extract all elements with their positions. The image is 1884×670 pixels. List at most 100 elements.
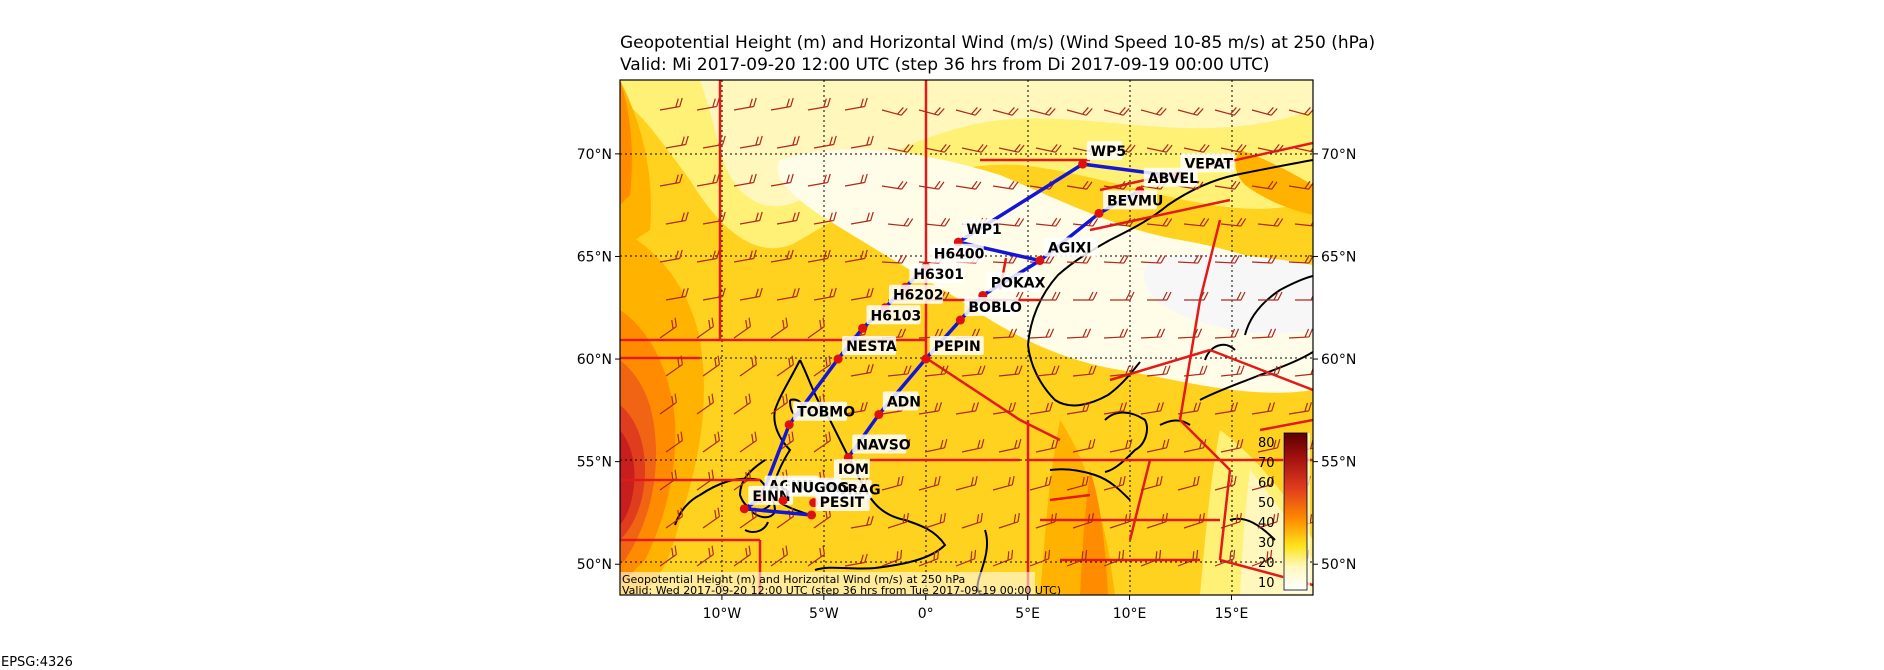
wind-barb bbox=[918, 549, 940, 567]
waypoint-label-box bbox=[787, 477, 842, 497]
wind-barb bbox=[850, 135, 874, 149]
waypoint-marker[interactable] bbox=[858, 323, 868, 333]
wind-barb bbox=[1294, 217, 1313, 227]
wind-barb bbox=[1183, 439, 1207, 453]
waypoint-marker[interactable] bbox=[921, 354, 931, 364]
lat-tick-label-left: 60°N bbox=[577, 352, 612, 368]
waypoint-marker[interactable] bbox=[1094, 208, 1104, 218]
wind-barb bbox=[1177, 254, 1203, 264]
wind-barb bbox=[1035, 365, 1060, 377]
lon-tick-label: 10°W bbox=[703, 606, 742, 622]
wind-barb bbox=[739, 135, 763, 149]
wind-barb bbox=[1214, 107, 1241, 116]
waypoint-marker[interactable] bbox=[739, 504, 749, 514]
wind-barb bbox=[1140, 328, 1166, 339]
wind-barb bbox=[881, 180, 908, 190]
waypoint-marker[interactable] bbox=[1035, 256, 1045, 266]
wind-barb bbox=[813, 135, 837, 149]
wind-barb bbox=[961, 439, 985, 453]
waypoint-label-box bbox=[964, 297, 1019, 317]
wind-barb bbox=[961, 143, 988, 153]
wind-barb bbox=[813, 287, 837, 301]
wind-barb bbox=[1103, 107, 1130, 116]
wind-barb bbox=[1109, 217, 1136, 227]
wind-barb bbox=[1035, 512, 1057, 529]
wind-barb bbox=[813, 355, 831, 377]
wind-barb bbox=[1177, 328, 1203, 339]
waypoint-marker[interactable] bbox=[778, 496, 788, 506]
colorbar: 80 70 60 50 40 30 20 10 bbox=[1258, 432, 1310, 593]
wind-barb bbox=[844, 249, 868, 263]
wind-barb bbox=[1029, 107, 1056, 116]
wind-barb bbox=[887, 217, 914, 227]
wind-barb bbox=[1066, 402, 1091, 415]
waypoint-label-box bbox=[815, 491, 870, 511]
waypoint-label-box bbox=[833, 459, 870, 479]
wind-barb bbox=[1066, 549, 1088, 567]
colorbar-tick: 40 bbox=[1258, 516, 1275, 531]
waypoint-label: ABVEL bbox=[1148, 171, 1198, 187]
wind-barb bbox=[955, 475, 978, 491]
wind-barb bbox=[776, 287, 800, 301]
wind-barb bbox=[881, 475, 904, 491]
wind-barb bbox=[918, 402, 943, 415]
wind-barb bbox=[776, 355, 794, 377]
waypoint-marker[interactable] bbox=[807, 510, 817, 520]
wind-barb bbox=[696, 393, 714, 415]
wind-barb bbox=[887, 143, 914, 153]
colorbar-ramp bbox=[1283, 432, 1308, 591]
wind-barb bbox=[696, 97, 720, 111]
waypoint-label-box bbox=[882, 391, 919, 411]
wind-barb bbox=[998, 143, 1025, 153]
wind-barb bbox=[1214, 549, 1236, 567]
wind-barb bbox=[1103, 254, 1129, 264]
wind-barb bbox=[696, 545, 714, 567]
wind-barb bbox=[998, 439, 1022, 453]
wind-barb bbox=[665, 287, 689, 301]
wind-barb bbox=[924, 143, 951, 153]
wind-barb bbox=[665, 211, 689, 225]
wind-barb bbox=[1251, 328, 1277, 339]
wind-barb bbox=[776, 135, 800, 149]
wind-barb bbox=[1214, 475, 1237, 491]
wind-barb bbox=[924, 365, 949, 377]
lat-tick-label-right: 60°N bbox=[1321, 352, 1356, 368]
wind-barb bbox=[1146, 439, 1170, 453]
wind-barb bbox=[733, 393, 751, 415]
waypoint-label: NAVSO bbox=[856, 438, 911, 454]
wind-barb bbox=[733, 545, 751, 567]
wind-barb bbox=[1183, 143, 1210, 153]
colorbar-tick: 30 bbox=[1258, 536, 1275, 551]
axis-ticks: 10°W 5°W 0° 5°E 10°E 15°E 70°N 70°N 65°N 65°N 60°N… bbox=[577, 147, 1357, 622]
waypoint-label-box bbox=[929, 336, 984, 356]
waypoint-marker[interactable] bbox=[874, 409, 884, 419]
waypoint-marker[interactable] bbox=[955, 315, 965, 325]
wind-barbs bbox=[659, 97, 1313, 567]
waypoint-label: NESTA bbox=[846, 339, 897, 355]
wind-barb bbox=[924, 217, 951, 227]
wind-barb bbox=[1294, 143, 1313, 153]
wind-barb bbox=[1183, 217, 1210, 227]
waypoint-marker[interactable] bbox=[784, 420, 794, 430]
wind-barb bbox=[1103, 180, 1130, 190]
wind-barb bbox=[659, 173, 683, 187]
wind-barb bbox=[1147, 291, 1172, 301]
waypoint-marker[interactable] bbox=[833, 354, 843, 364]
wind-barb bbox=[1072, 365, 1097, 377]
waypoint-marker[interactable] bbox=[1078, 159, 1088, 169]
wind-barb bbox=[844, 173, 868, 187]
wind-barb bbox=[992, 549, 1014, 567]
lon-tick-label: 15°E bbox=[1215, 606, 1249, 622]
wind-barb bbox=[807, 545, 825, 567]
wind-barb bbox=[1177, 475, 1200, 491]
wind-barb bbox=[1288, 328, 1313, 339]
wind-barb bbox=[1066, 180, 1093, 190]
waypoint-label: PESIT bbox=[820, 495, 865, 511]
wind-barb bbox=[1103, 328, 1129, 339]
wind-barb bbox=[1140, 402, 1165, 415]
colorbar-tick: 10 bbox=[1258, 576, 1275, 591]
wind-barb bbox=[961, 512, 983, 529]
lon-tick-label: 5°E bbox=[1015, 606, 1040, 622]
wind-barb bbox=[1140, 254, 1166, 264]
wind-barb bbox=[1214, 180, 1241, 190]
